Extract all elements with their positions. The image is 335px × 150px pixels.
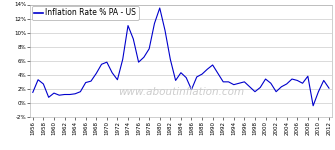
Legend: Inflation Rate % PA - US: Inflation Rate % PA - US [32,6,139,20]
Text: www.aboutinflation.com: www.aboutinflation.com [118,87,244,97]
